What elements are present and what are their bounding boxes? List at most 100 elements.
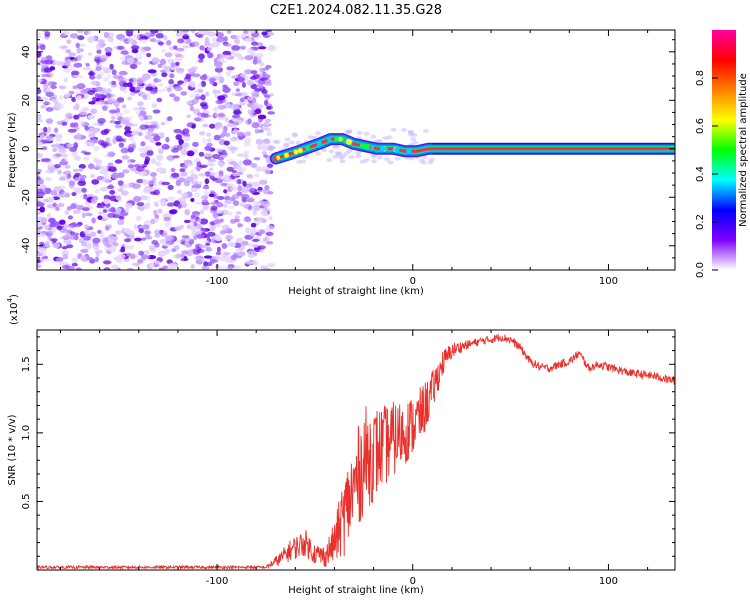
noise-blob <box>147 69 157 74</box>
noise-blob <box>103 209 107 213</box>
noise-blob <box>218 265 227 270</box>
noise-blob <box>250 90 259 96</box>
noise-blob <box>215 251 222 256</box>
noise-blob <box>207 52 213 59</box>
noise-blob <box>240 186 250 193</box>
noise-blob <box>63 77 69 83</box>
noise-blob <box>166 202 176 207</box>
noise-blob <box>248 49 257 54</box>
noise-blob <box>213 211 218 219</box>
noise-blob <box>62 224 70 228</box>
noise-blob <box>223 140 230 146</box>
signal-track <box>269 133 675 165</box>
noise-blob <box>44 242 50 248</box>
noise-blob <box>236 191 243 196</box>
noise-blob <box>120 147 129 154</box>
noise-blob <box>184 209 190 216</box>
noise-blob <box>168 83 174 88</box>
noise-blob <box>37 168 42 174</box>
halo-blob <box>390 127 397 132</box>
noise-blob <box>146 150 154 156</box>
halo-blob <box>266 131 273 136</box>
noise-blob <box>167 263 175 267</box>
noise-blob <box>216 196 225 200</box>
noise-blob <box>110 206 116 213</box>
noise-blob <box>171 148 179 153</box>
noise-blob <box>100 165 109 171</box>
noise-blob <box>96 48 102 55</box>
noise-blob <box>257 114 267 120</box>
track-blob <box>323 139 327 144</box>
noise-blob <box>223 189 228 194</box>
noise-blob <box>99 232 104 240</box>
noise-blob <box>108 246 117 253</box>
noise-blob <box>220 209 229 216</box>
noise-blob <box>108 166 117 172</box>
noise-blob <box>94 256 99 263</box>
noise-blob <box>126 57 135 64</box>
noise-blob <box>218 112 225 118</box>
noise-blob <box>168 79 174 85</box>
noise-blob <box>78 120 85 126</box>
noise-blob <box>59 175 69 181</box>
noise-blob <box>50 144 58 148</box>
noise-blob <box>171 248 177 253</box>
noise-blob <box>161 49 166 53</box>
x-tick-label: 0 <box>410 276 416 287</box>
halo-blob <box>295 140 302 145</box>
noise-blob <box>205 91 210 97</box>
noise-blob <box>154 233 161 238</box>
noise-blob <box>228 161 238 166</box>
noise-blob <box>149 120 159 126</box>
noise-blob <box>240 193 250 200</box>
noise-blob <box>217 95 226 101</box>
noise-blob <box>124 202 133 209</box>
noise-blob <box>262 74 271 79</box>
noise-blob <box>44 176 52 182</box>
halo-blob <box>427 160 434 165</box>
noise-blob <box>95 188 100 194</box>
noise-blob <box>254 173 260 178</box>
noise-blob <box>145 86 154 91</box>
noise-blob <box>210 259 219 263</box>
noise-blob <box>137 115 143 120</box>
noise-blob <box>157 41 164 46</box>
noise-blob <box>238 160 244 165</box>
noise-blob <box>37 251 46 258</box>
noise-blob <box>87 194 94 198</box>
noise-blob <box>246 174 254 179</box>
noise-blob <box>240 97 245 103</box>
noise-blob <box>57 202 65 208</box>
noise-blob <box>258 143 267 150</box>
noise-blob <box>238 56 246 60</box>
noise-blob <box>175 68 185 74</box>
noise-blob <box>64 164 71 169</box>
noise-blob <box>111 69 117 76</box>
noise-blob <box>155 160 162 167</box>
noise-blob <box>164 236 172 241</box>
noise-blob <box>225 132 231 138</box>
noise-blob <box>191 98 199 105</box>
noise-blob <box>218 156 224 161</box>
noise-blob <box>61 191 68 198</box>
halo-blob <box>321 148 328 153</box>
noise-blob <box>69 56 75 61</box>
noise-blob <box>180 91 188 96</box>
noise-blob <box>116 219 125 226</box>
noise-blob <box>189 169 195 175</box>
halo-blob <box>400 127 407 132</box>
noise-blob <box>39 206 45 213</box>
noise-blob <box>72 105 80 111</box>
noise-blob <box>192 89 199 94</box>
noise-blob <box>187 162 194 167</box>
noise-blob <box>167 184 174 190</box>
noise-blob <box>97 211 105 215</box>
noise-blob <box>237 178 242 185</box>
noise-blob <box>181 235 190 239</box>
noise-blob <box>155 260 161 265</box>
noise-blob <box>61 121 68 126</box>
track-blob <box>414 149 418 153</box>
noise-blob <box>251 181 261 187</box>
noise-blob <box>112 214 121 219</box>
